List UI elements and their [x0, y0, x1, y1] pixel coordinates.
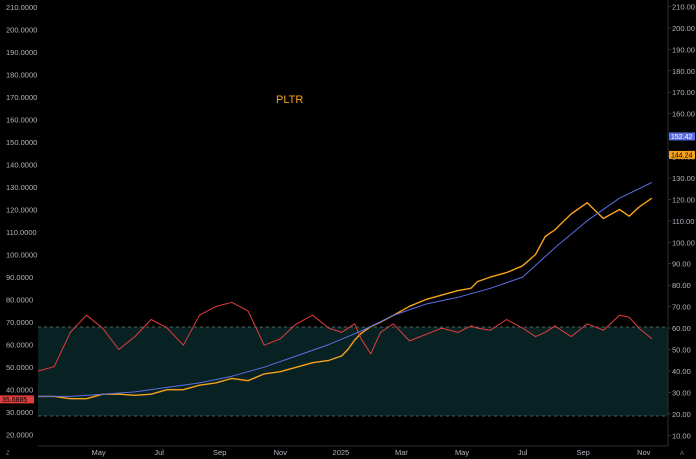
moving-average-badge — [669, 132, 695, 141]
x-tick-label: May — [455, 448, 469, 457]
right-tick-label: 80.00 — [672, 281, 691, 290]
left-tick-label: 210.0000 — [6, 3, 37, 12]
left-tick-label: 110.0000 — [6, 228, 37, 237]
moving-average-badge-text: 152.42 — [671, 134, 693, 141]
rsi-band — [38, 327, 668, 416]
left-tick-label: 80.0000 — [6, 296, 33, 305]
left-tick-label: 20.0000 — [6, 431, 33, 440]
left-tick-label: 40.0000 — [6, 386, 33, 395]
price-series — [38, 197, 653, 400]
x-tick-label: Sep — [213, 448, 226, 457]
x-tick-label: Sep — [577, 448, 590, 457]
right-tick-label: 20.00 — [672, 410, 691, 419]
left-tick-label: 130.0000 — [6, 183, 37, 192]
rsi-badge-text: 35.6885 — [2, 397, 27, 404]
right-tick-label: 130.00 — [672, 174, 695, 183]
left-tick-label: 100.0000 — [6, 251, 37, 260]
x-axis[interactable]: May Jul Sep Nov 2025 Mar May Jul Sep Nov — [91, 448, 650, 457]
value-badges: 152.42 144.24 35.6885 — [0, 132, 695, 404]
right-tick-label: 170.00 — [672, 88, 695, 97]
x-tick-label: Mar — [395, 448, 408, 457]
left-tick-label: 140.0000 — [6, 160, 37, 169]
left-tick-label: 200.0000 — [6, 25, 37, 34]
left-tick-label: 160.0000 — [6, 115, 37, 124]
price-badge-text: 144.24 — [671, 152, 693, 159]
right-tick-label: 30.00 — [672, 388, 691, 397]
left-axis[interactable]: 210.0000 200.0000 190.0000 180.0000 170.0000… — [6, 3, 37, 440]
rsi-badge — [0, 395, 34, 404]
x-tick-label: Jul — [154, 448, 164, 457]
right-tick-label: 210.00 — [672, 2, 695, 11]
left-tick-label: 70.0000 — [6, 318, 33, 327]
right-tick-label: 120.00 — [672, 195, 695, 204]
left-tick-label: 180.0000 — [6, 70, 37, 79]
left-tick-label: 190.0000 — [6, 48, 37, 57]
x-tick-label: Nov — [637, 448, 651, 457]
x-tick-label: 2025 — [333, 448, 350, 457]
bottom-left-button[interactable]: Z — [6, 451, 10, 457]
left-tick-label: 50.0000 — [6, 363, 33, 372]
left-tick-label: 150.0000 — [6, 138, 37, 147]
chart-title: PLTR — [276, 94, 303, 106]
x-tick-label: Nov — [274, 448, 288, 457]
right-tick-label: 70.00 — [672, 303, 691, 312]
right-tick-label: 60.00 — [672, 324, 691, 333]
left-tick-label: 90.0000 — [6, 273, 33, 282]
right-tick-label: 180.00 — [672, 67, 695, 76]
right-tick-label: 200.00 — [672, 24, 695, 33]
left-tick-label: 30.0000 — [6, 408, 33, 417]
right-tick-label: 100.00 — [672, 238, 695, 247]
right-tick-label: 10.00 — [672, 431, 691, 440]
right-tick-label: 160.00 — [672, 110, 695, 119]
x-tick-label: May — [91, 448, 105, 457]
right-tick-label: 40.00 — [672, 367, 691, 376]
series-layer — [37, 182, 653, 400]
right-tick-label: 50.00 — [672, 346, 691, 355]
right-tick-label: 90.00 — [672, 260, 691, 269]
price-badge — [669, 150, 695, 159]
right-tick-label: 190.00 — [672, 45, 695, 54]
moving-average-series — [38, 182, 653, 397]
x-tick-label: Jul — [518, 448, 528, 457]
bottom-right-button[interactable]: A — [680, 451, 684, 457]
left-tick-label: 60.0000 — [6, 341, 33, 350]
left-tick-label: 170.0000 — [6, 93, 37, 102]
left-tick-label: 120.0000 — [6, 205, 37, 214]
right-axis[interactable]: 210.00200.00190.00180.00170.00160.00150.… — [668, 2, 695, 440]
rsi-series — [37, 301, 653, 372]
right-tick-label: 110.00 — [672, 217, 694, 226]
